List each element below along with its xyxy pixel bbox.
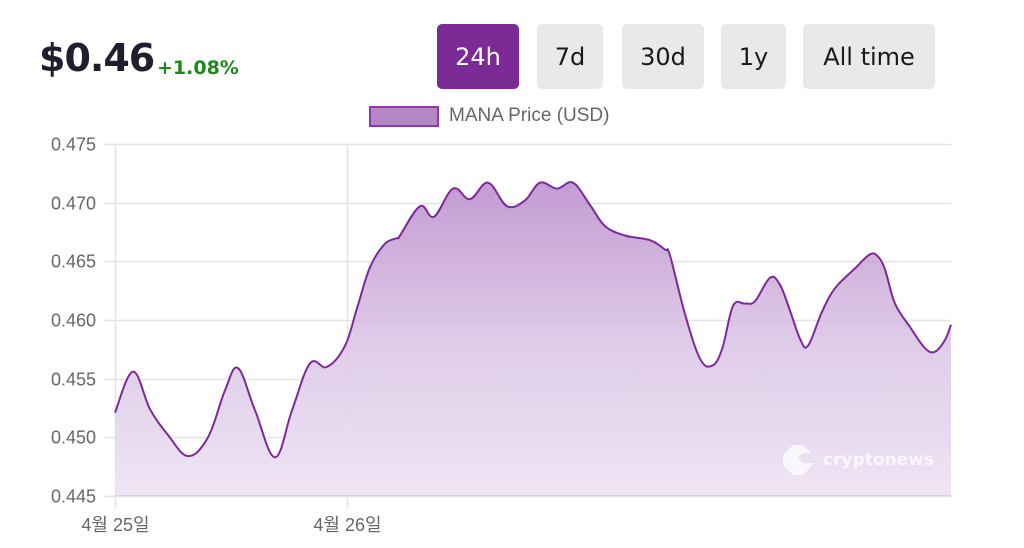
watermark: cryptonews — [781, 444, 934, 476]
x-axis-labels: 4월 25일 4월 26일 — [81, 515, 381, 535]
y-tick-label: 0.455 — [51, 370, 96, 390]
range-button-30d[interactable]: 30d — [622, 24, 704, 89]
y-tick-label: 0.475 — [51, 135, 96, 155]
price-change-badge: +1.08% — [157, 57, 239, 79]
cryptonews-logo-icon — [783, 445, 814, 475]
y-tick-label: 0.445 — [51, 487, 96, 507]
legend-label[interactable]: MANA Price (USD) — [449, 105, 610, 126]
y-axis-labels: 0.475 0.470 0.465 0.460 0.455 0.450 0.445 — [51, 135, 96, 507]
range-button-24h[interactable]: 24h — [437, 24, 519, 89]
price-area — [115, 182, 951, 496]
price-line[interactable] — [114, 181, 952, 459]
legend-swatch[interactable] — [369, 106, 439, 127]
y-tick-label: 0.450 — [51, 428, 96, 448]
watermark-text: cryptonews — [823, 450, 934, 470]
y-tick-label: 0.470 — [51, 194, 96, 214]
range-button-all-time[interactable]: All time — [803, 24, 935, 89]
current-price: $0.46 — [39, 36, 155, 80]
y-tick-label: 0.460 — [51, 311, 96, 331]
x-tick-label: 4월 26일 — [313, 515, 381, 535]
range-button-7d[interactable]: 7d — [537, 24, 603, 89]
y-tick-label: 0.465 — [51, 252, 96, 272]
x-tick-label: 4월 25일 — [81, 515, 149, 535]
range-button-1y[interactable]: 1y — [721, 24, 786, 89]
